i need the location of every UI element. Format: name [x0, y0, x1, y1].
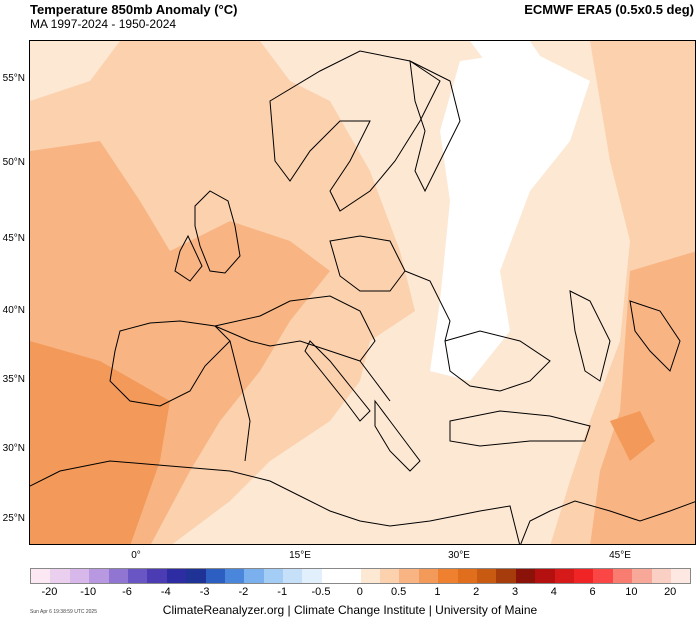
colorbar-swatch — [632, 569, 652, 583]
colorbar — [30, 568, 692, 584]
lat-label: 40°N — [2, 305, 25, 316]
lat-label: 25°N — [2, 513, 25, 524]
colorbar-swatch — [593, 569, 613, 583]
lon-label: 45°E — [609, 550, 631, 561]
colorbar-swatch — [263, 569, 284, 583]
colorbar-swatch — [399, 569, 419, 583]
map-subtitle: MA 1997-2024 - 1950-2024 — [30, 17, 177, 31]
anomaly-zone-neutral-north — [470, 41, 550, 81]
colorbar-swatch — [457, 569, 477, 583]
anomaly-map — [29, 40, 696, 545]
colorbar-swatch — [535, 569, 555, 583]
timestamp: Sun Apr 6 19:38:59 UTC 2025 — [30, 609, 97, 615]
colorbar-swatch — [380, 569, 400, 583]
colorbar-swatch — [496, 569, 516, 583]
colorbar-swatch — [573, 569, 594, 583]
colorbar-label: -4 — [160, 586, 171, 598]
lat-label: 35°N — [2, 374, 25, 385]
colorbar-label: 0.5 — [390, 586, 407, 598]
anomaly-zone-hotspot — [610, 411, 655, 461]
colorbar-label: -10 — [80, 586, 97, 598]
colorbar-label: 6 — [589, 586, 596, 598]
lon-label: 0° — [131, 550, 141, 561]
colorbar-swatch — [670, 569, 691, 583]
colorbar-label: -20 — [41, 586, 58, 598]
colorbar-swatch — [341, 569, 361, 583]
colorbar-swatch — [31, 569, 51, 583]
colorbar-swatch — [360, 569, 381, 583]
colorbar-swatch — [438, 569, 458, 583]
colorbar-label: -6 — [122, 586, 132, 598]
map-canvas — [30, 41, 695, 544]
lat-label: 45°N — [2, 233, 25, 244]
lat-label: 55°N — [2, 73, 25, 84]
colorbar-swatch — [283, 569, 303, 583]
dataset-label: ECMWF ERA5 (0.5x0.5 deg) — [524, 2, 694, 17]
colorbar-swatch — [418, 569, 439, 583]
lon-label: 15°E — [289, 550, 311, 561]
colorbar-label: 20 — [664, 586, 677, 598]
colorbar-swatch — [476, 569, 497, 583]
colorbar-swatch — [166, 569, 187, 583]
colorbar-swatch — [89, 569, 109, 583]
colorbar-label: 1 — [434, 586, 441, 598]
anomaly-zone-africa — [30, 341, 170, 544]
colorbar-label: 4 — [550, 586, 557, 598]
colorbar-swatch — [244, 569, 264, 583]
colorbar-label: -0.5 — [311, 586, 331, 598]
colorbar-swatch — [186, 569, 206, 583]
colorbar-swatch — [108, 569, 128, 583]
anomaly-zone-neutral-russia — [430, 51, 590, 381]
colorbar-swatch — [69, 569, 90, 583]
colorbar-swatch — [302, 569, 322, 583]
colorbar-swatch — [147, 569, 167, 583]
colorbar-label: -2 — [238, 586, 249, 598]
colorbar-swatch — [127, 569, 148, 583]
colorbar-label: -1 — [277, 586, 288, 598]
colorbar-label: 2 — [473, 586, 480, 598]
colorbar-label: 0 — [356, 586, 363, 598]
colorbar-swatch — [205, 569, 225, 583]
colorbar-swatch — [224, 569, 245, 583]
colorbar-swatch — [612, 569, 633, 583]
lon-label: 30°E — [448, 550, 470, 561]
coastlines — [30, 50, 695, 544]
colorbar-swatch — [554, 569, 574, 583]
lat-label: 50°N — [2, 157, 25, 168]
lat-label: 30°N — [2, 443, 25, 454]
colorbar-label: 10 — [625, 586, 638, 598]
colorbar-label: -3 — [199, 586, 210, 598]
map-title: Temperature 850mb Anomaly (°C) — [30, 2, 238, 17]
colorbar-swatch — [651, 569, 671, 583]
colorbar-swatch — [515, 569, 536, 583]
colorbar-label: 3 — [511, 586, 519, 598]
colorbar-swatch — [321, 569, 342, 583]
colorbar-swatch — [50, 569, 70, 583]
footer-credit: ClimateReanalyzer.org | Climate Change I… — [162, 603, 538, 617]
